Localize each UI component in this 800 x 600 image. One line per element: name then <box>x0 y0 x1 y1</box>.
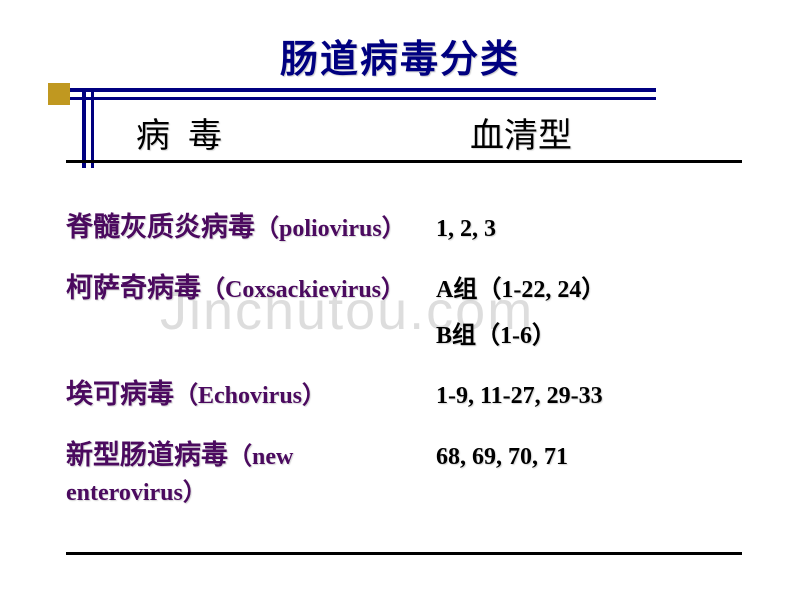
table-row: 埃可病毒（Echovirus） 1-9, 11-27, 29-33 <box>66 372 766 411</box>
virus-name: 新型肠道病毒（new enterovirus） <box>66 433 436 507</box>
table-row: 柯萨奇病毒（Coxsackievirus） A组（1-22, 24） <box>66 266 766 305</box>
virus-name-cn: 埃可病毒 <box>66 379 174 409</box>
virus-name-en: Echovirus <box>198 383 302 409</box>
virus-name-cn: 柯萨奇病毒 <box>66 273 201 303</box>
virus-name: 脊髓灰质炎病毒（poliovirus） <box>66 205 436 244</box>
table-row: 脊髓灰质炎病毒（poliovirus） 1, 2, 3 <box>66 205 766 244</box>
table-row: 新型肠道病毒（new enterovirus） 68, 69, 70, 71 <box>66 433 766 507</box>
virus-name: 埃可病毒（Echovirus） <box>66 372 436 411</box>
serotype: 1, 2, 3 <box>436 216 496 243</box>
serotype: A组（1-22, 24） <box>436 269 605 304</box>
serotype: 1-9, 11-27, 29-33 <box>436 383 603 410</box>
table-body: 脊髓灰质炎病毒（poliovirus） 1, 2, 3 柯萨奇病毒（Coxsac… <box>66 205 766 529</box>
virus-name-cn: 脊髓灰质炎病毒 <box>66 212 255 242</box>
virus-name-cn: 新型肠道病毒 <box>66 440 228 470</box>
serotype: 68, 69, 70, 71 <box>436 444 568 471</box>
header-sero: 血清型 <box>470 108 572 157</box>
decor-square-icon <box>48 83 70 105</box>
decor-line-vertical-2 <box>91 88 94 168</box>
rule-bottom <box>66 552 742 555</box>
decor-line-vertical-1 <box>82 88 86 168</box>
virus-name: 柯萨奇病毒（Coxsackievirus） <box>66 266 436 305</box>
rule-top <box>66 160 742 163</box>
decor-line-horizontal-1 <box>56 88 656 92</box>
page-title: 肠道病毒分类 <box>0 0 800 97</box>
slide: 肠道病毒分类 病毒 血清型 Jinchutou.com 脊髓灰质炎病毒（poli… <box>0 0 800 600</box>
virus-name-en: Coxsackievirus <box>225 277 381 303</box>
virus-name-en: poliovirus <box>279 216 382 242</box>
serotype-sub: B组（1-6） <box>436 315 766 350</box>
header-virus: 病毒 <box>136 108 240 157</box>
decor-line-horizontal-2 <box>56 97 656 100</box>
